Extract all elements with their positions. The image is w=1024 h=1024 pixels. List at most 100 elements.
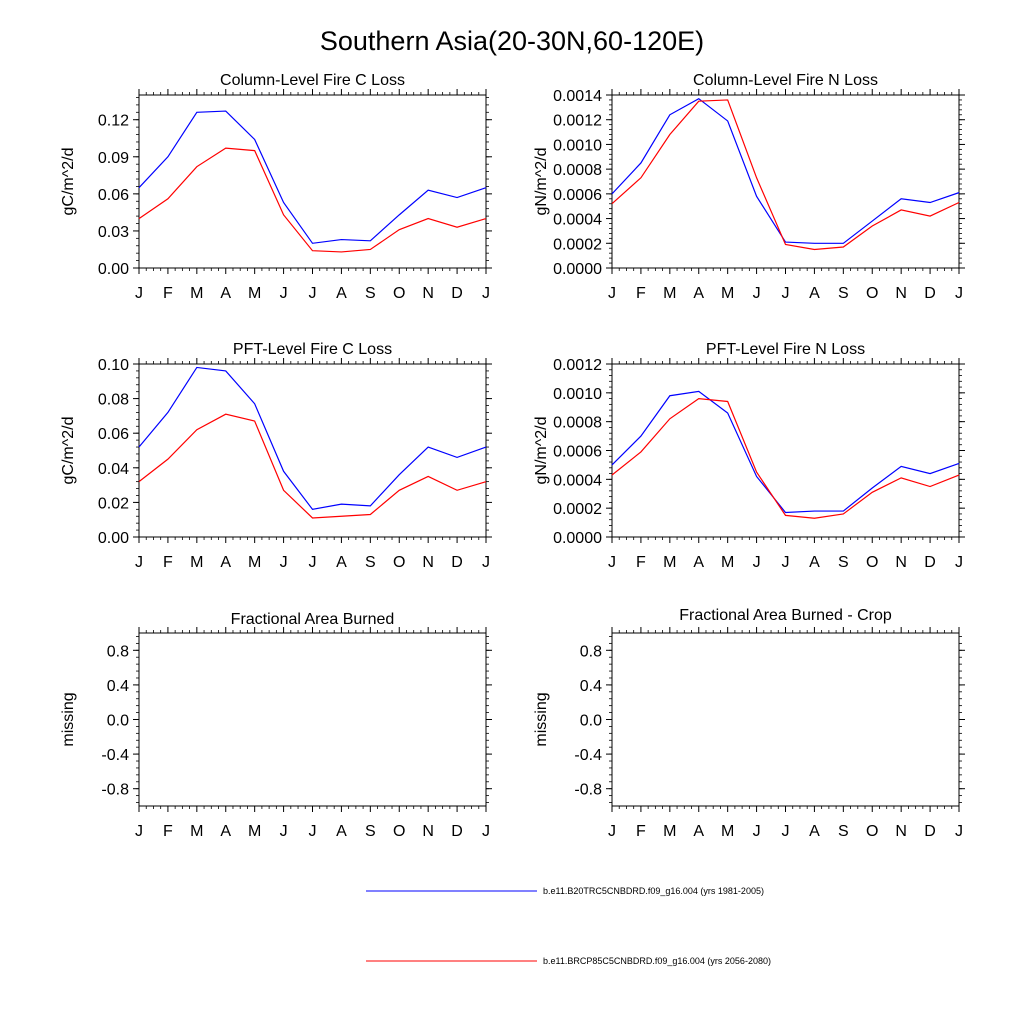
x-tick-label: M [248, 823, 261, 840]
x-tick-label: F [636, 554, 646, 571]
x-tick-label: D [451, 554, 463, 571]
x-tick-label: M [663, 554, 676, 571]
x-tick-label: D [924, 285, 936, 302]
x-tick-label: J [608, 554, 616, 571]
x-tick-label: A [693, 554, 704, 571]
x-tick-label: M [721, 554, 734, 571]
y-tick-label: 0.0012 [553, 113, 602, 130]
y-tick-label: 0.0 [107, 713, 129, 730]
x-tick-label: N [895, 554, 907, 571]
panel-title: Column-Level Fire N Loss [693, 72, 878, 89]
x-tick-label: M [663, 823, 676, 840]
x-tick-label: S [365, 285, 376, 302]
x-tick-label: A [809, 823, 820, 840]
x-tick-label: N [422, 554, 434, 571]
x-tick-label: A [220, 285, 231, 302]
x-tick-label: J [955, 823, 963, 840]
x-tick-label: A [336, 554, 347, 571]
y-tick-label: 0.03 [98, 224, 129, 241]
x-tick-label: J [309, 554, 317, 571]
y-tick-label: 0.0014 [553, 88, 602, 105]
panel-title: Fractional Area Burned [231, 611, 395, 628]
y-tick-label: 0.8 [580, 643, 602, 660]
x-tick-label: N [895, 285, 907, 302]
y-tick-label: 0.0002 [553, 501, 602, 518]
x-tick-label: A [220, 554, 231, 571]
y-tick-label: 0.0004 [553, 472, 602, 489]
y-axis-label: gC/m^2/d [60, 148, 77, 216]
x-tick-label: J [782, 285, 790, 302]
y-tick-label: 0.8 [107, 643, 129, 660]
x-tick-label: M [190, 285, 203, 302]
x-tick-label: O [393, 285, 405, 302]
y-tick-label: 0.4 [107, 678, 129, 695]
x-tick-label: M [721, 285, 734, 302]
y-tick-label: 0.0002 [553, 236, 602, 253]
x-tick-label: J [482, 554, 490, 571]
plot-frame [138, 632, 487, 807]
y-tick-label: 0.10 [98, 357, 129, 374]
y-tick-label: 0.0012 [553, 357, 602, 374]
legend-label-1: b.e11.BRCP85C5CNBDRD.f09_g16.004 (yrs 20… [543, 956, 771, 966]
y-tick-label: 0.0006 [553, 187, 602, 204]
y-tick-label: -0.4 [574, 747, 602, 764]
figure-title: Southern Asia(20-30N,60-120E) [320, 26, 704, 56]
x-tick-label: J [482, 285, 490, 302]
y-tick-label: 0.04 [98, 461, 129, 478]
series-line-blue [138, 110, 487, 244]
x-tick-label: M [190, 554, 203, 571]
panel-title: Column-Level Fire C Loss [220, 72, 405, 89]
series-line-red [138, 413, 487, 519]
x-tick-label: J [955, 554, 963, 571]
y-tick-label: 0.09 [98, 150, 129, 167]
x-tick-label: J [280, 285, 288, 302]
y-tick-label: -0.8 [101, 782, 129, 799]
x-tick-label: J [753, 823, 761, 840]
series-line-blue [611, 390, 960, 514]
legend-label-0: b.e11.B20TRC5CNBDRD.f09_g16.004 (yrs 198… [543, 886, 764, 896]
x-tick-label: D [924, 823, 936, 840]
x-tick-label: F [636, 285, 646, 302]
x-tick-label: N [422, 823, 434, 840]
x-tick-label: A [336, 285, 347, 302]
x-tick-label: M [663, 285, 676, 302]
y-tick-label: 0.4 [580, 678, 602, 695]
x-tick-label: A [693, 823, 704, 840]
plot-frame [611, 363, 960, 538]
x-tick-label: O [393, 823, 405, 840]
plot-frame [138, 363, 487, 538]
x-tick-label: J [309, 285, 317, 302]
x-tick-label: S [838, 554, 849, 571]
y-tick-label: 0.08 [98, 392, 129, 409]
x-tick-label: F [163, 554, 173, 571]
series-line-blue [138, 366, 487, 510]
x-tick-label: J [753, 554, 761, 571]
x-tick-label: J [782, 823, 790, 840]
y-tick-label: 0.06 [98, 426, 129, 443]
y-axis-label: gN/m^2/d [533, 417, 550, 485]
y-tick-label: -0.4 [101, 747, 129, 764]
x-tick-label: S [838, 823, 849, 840]
y-tick-label: 0.0000 [553, 261, 602, 278]
x-tick-label: S [365, 823, 376, 840]
y-tick-label: 0.0004 [553, 212, 602, 229]
x-tick-label: J [280, 554, 288, 571]
x-tick-label: M [190, 823, 203, 840]
x-tick-label: M [721, 823, 734, 840]
x-tick-label: S [838, 285, 849, 302]
y-axis-label: gC/m^2/d [60, 417, 77, 485]
y-axis-label: missing [533, 692, 550, 746]
x-tick-label: A [809, 554, 820, 571]
y-tick-label: 0.0 [580, 713, 602, 730]
x-tick-label: J [280, 823, 288, 840]
x-tick-label: J [608, 285, 616, 302]
y-axis-label: gN/m^2/d [533, 148, 550, 216]
series-line-blue [611, 97, 960, 244]
series-line-red [138, 147, 487, 253]
x-tick-label: O [393, 554, 405, 571]
legend: b.e11.B20TRC5CNBDRD.f09_g16.004 (yrs 198… [366, 886, 771, 966]
